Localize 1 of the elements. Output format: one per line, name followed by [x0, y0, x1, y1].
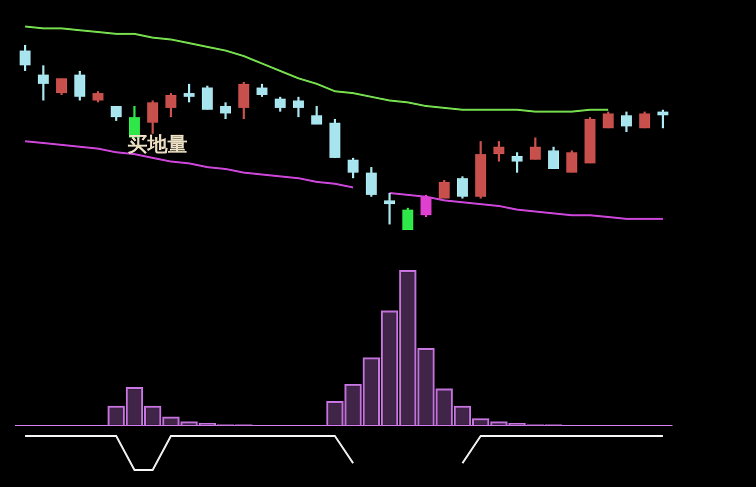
annotation: 买地量	[128, 132, 188, 156]
